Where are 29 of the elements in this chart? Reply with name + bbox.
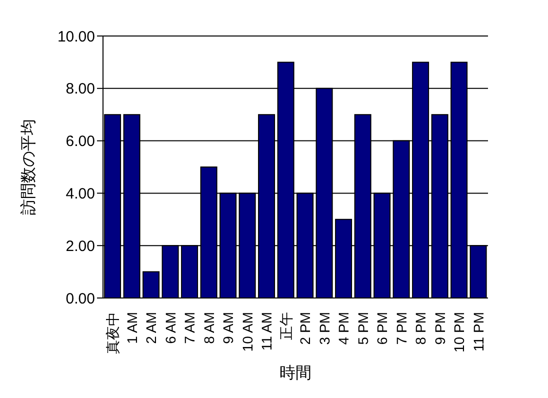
y-tick-label: 0.00 xyxy=(66,290,95,308)
x-tick-label: 9 AM xyxy=(220,312,236,344)
x-axis-title: 時間 xyxy=(280,364,312,382)
y-tick-label: 2.00 xyxy=(66,238,95,255)
x-tick-label: 5 PM xyxy=(354,312,371,345)
x-tick-label: 11 PM xyxy=(470,312,486,352)
x-tick-label: 3 PM xyxy=(316,312,332,345)
x-tick-label: 2 PM xyxy=(297,312,314,345)
x-tick-label: 4 PM xyxy=(336,312,352,345)
y-axis-title: 訪問数の平均 xyxy=(20,119,38,215)
y-tick-label: 8.00 xyxy=(66,80,95,98)
y-tick-label: 10.00 xyxy=(57,28,95,46)
x-tick-label: 6 AM xyxy=(162,312,178,344)
x-tick-label: 10 PM xyxy=(451,312,468,352)
y-tick-label: 4.00 xyxy=(66,186,95,203)
x-tick-label: 正午 xyxy=(278,312,294,340)
x-tick-label: 2 AM xyxy=(143,312,160,344)
x-tick-label: 10 AM xyxy=(239,312,256,352)
x-tick-label: 6 PM xyxy=(374,312,390,345)
x-tick-label: 8 PM xyxy=(412,312,429,345)
x-tick-label: 1 AM xyxy=(124,312,140,344)
x-tick-label: 真夜中 xyxy=(104,312,121,354)
x-tick-label: 7 AM xyxy=(182,312,198,344)
x-tick-label: 8 AM xyxy=(200,312,217,344)
x-tick-label: 11 AM xyxy=(258,312,275,351)
x-tick-label: 7 PM xyxy=(393,312,410,345)
y-tick-label: 6.00 xyxy=(66,133,95,150)
bar xyxy=(142,271,160,298)
x-tick-label: 9 PM xyxy=(432,312,448,345)
